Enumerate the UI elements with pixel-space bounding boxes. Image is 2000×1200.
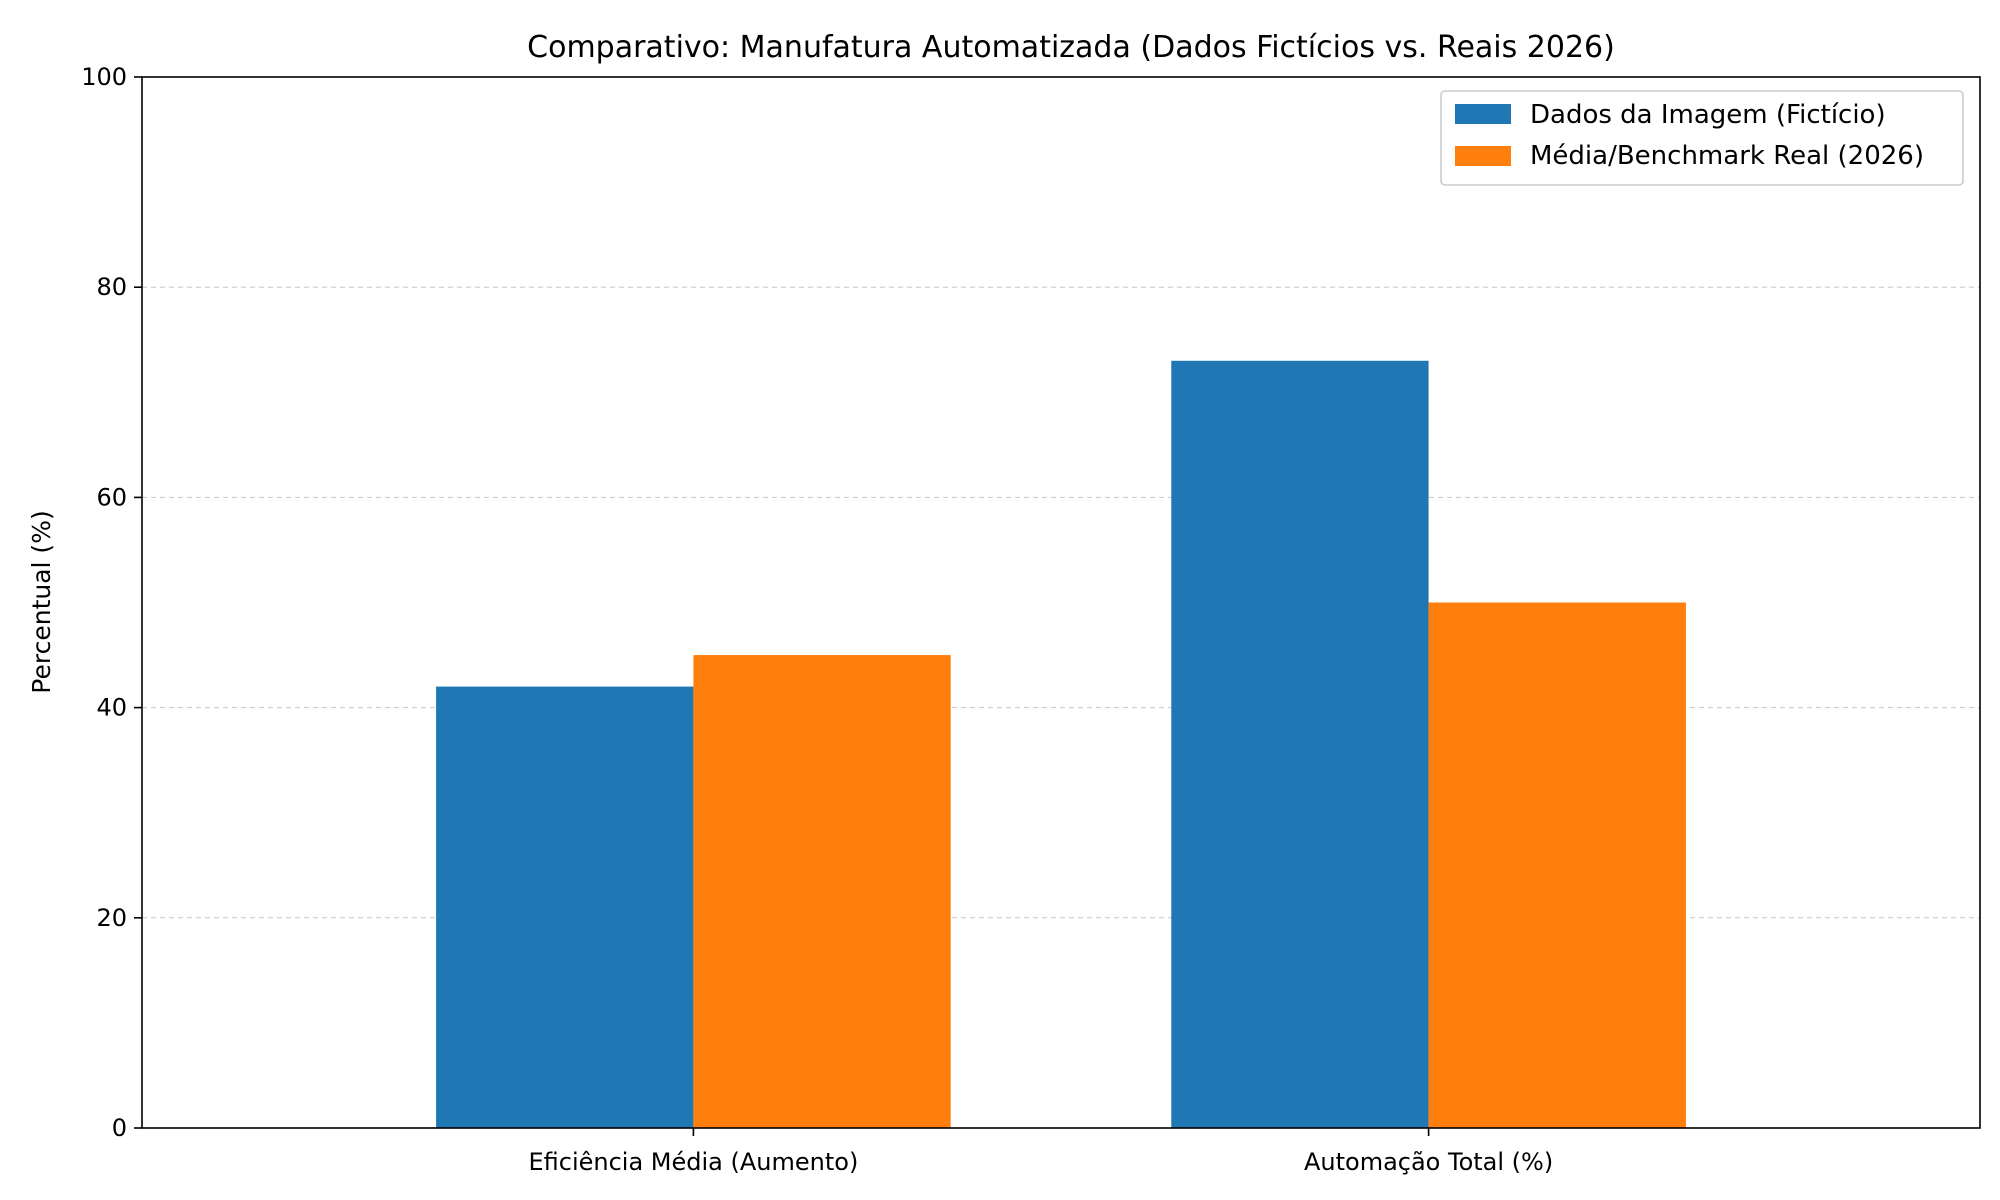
y-tick-label: 40 [96, 694, 127, 722]
x-axis-ticks: Eficiência Média (Aumento) Automação Tota… [528, 1128, 1553, 1176]
y-tick-label: 80 [96, 273, 127, 301]
legend-label-dados-da-imagem: Dados da Imagem (Fictício) [1530, 100, 1886, 130]
legend: Dados da Imagem (Fictício) Média/Benchma… [1440, 90, 1964, 186]
legend-swatch-media-benchmark [1455, 146, 1511, 166]
bar-0-0 [436, 686, 694, 1128]
x-tick-label: Automação Total (%) [1304, 1148, 1553, 1176]
legend-box [1440, 90, 1964, 186]
y-axis-ticks: 0 20 40 60 80 100 [81, 63, 142, 1142]
chart-title: Comparativo: Manufatura Automatizada (Da… [527, 30, 1615, 65]
y-tick-label: 100 [81, 63, 127, 91]
y-tick-label: 20 [96, 904, 127, 932]
y-tick-label: 60 [96, 483, 127, 511]
y-axis-label: Percentual (%) [27, 510, 56, 693]
legend-label-media-benchmark: Média/Benchmark Real (2026) [1530, 141, 1924, 171]
bars [436, 360, 1686, 1128]
bar-1-0 [693, 655, 951, 1128]
legend-swatch-dados-da-imagem [1455, 104, 1511, 124]
y-tick-label: 0 [112, 1114, 127, 1142]
bar-0-1 [1171, 360, 1429, 1128]
bar-1-1 [1428, 602, 1686, 1128]
plot-frame [141, 76, 1981, 1129]
x-tick-label: Eficiência Média (Aumento) [528, 1148, 858, 1176]
